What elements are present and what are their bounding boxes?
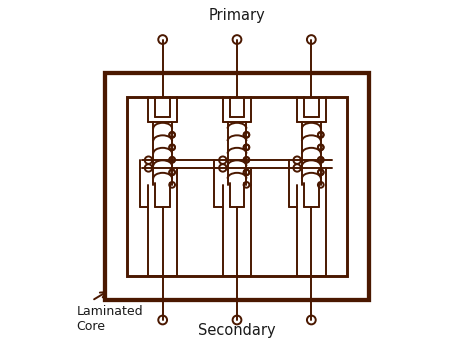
Bar	[127, 97, 347, 276]
Text: Secondary: Secondary	[198, 323, 276, 338]
Bar	[105, 73, 369, 300]
Text: Laminated
Core: Laminated Core	[76, 305, 143, 333]
Text: Primary: Primary	[209, 9, 265, 24]
